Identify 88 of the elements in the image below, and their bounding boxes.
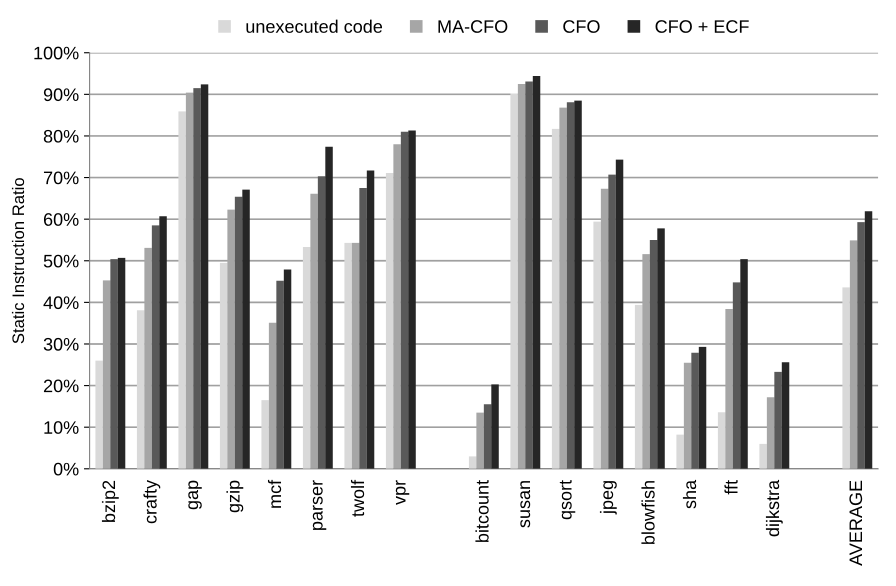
bar: [491, 384, 499, 469]
x-tick-label: susan: [520, 481, 530, 528]
y-tick-label: 10%: [44, 421, 79, 434]
y-tick-label: 60%: [44, 213, 79, 226]
bar: [616, 160, 624, 469]
bar: [366, 170, 374, 469]
y-tick-label: 0%: [54, 462, 79, 476]
bar: [408, 130, 416, 469]
bar: [574, 100, 582, 469]
y-tick-label: 80%: [44, 130, 79, 143]
bar: [552, 128, 560, 469]
x-tick-label: fft: [724, 480, 738, 494]
bar: [657, 228, 665, 469]
bar: [593, 222, 601, 469]
bar: [152, 225, 160, 469]
x-tick-label: twolf: [350, 480, 364, 517]
y-tick-label: 50%: [44, 254, 79, 268]
x-tick-label: crafty: [143, 480, 160, 524]
legend-label: CFO: [563, 20, 600, 33]
bar: [284, 270, 292, 469]
bar: [484, 404, 492, 469]
bar: [400, 132, 408, 469]
bar: [468, 456, 476, 469]
legend-label: unexecuted code: [246, 20, 382, 33]
bar: [242, 190, 250, 469]
bar: [344, 242, 352, 469]
y-tick-label: 40%: [43, 296, 79, 310]
bar: [220, 262, 228, 469]
bar: [302, 247, 310, 469]
x-tick-label: vpr: [396, 480, 410, 505]
bar: [510, 94, 518, 469]
bar: [566, 102, 574, 469]
bar: [782, 362, 790, 469]
bar: [393, 144, 401, 469]
bar: [608, 174, 616, 469]
bar: [676, 434, 684, 469]
bar: [718, 412, 726, 469]
bar: [774, 372, 782, 469]
y-tick-label: 20%: [44, 380, 79, 392]
bar: [110, 259, 118, 469]
bar: [234, 196, 242, 469]
bar: [178, 111, 186, 469]
bar: [842, 287, 850, 469]
x-tick-label: jpeg: [600, 481, 617, 514]
bar: [759, 444, 767, 469]
x-tick-label: qsort: [560, 480, 576, 520]
y-tick-label: 30%: [44, 338, 79, 351]
x-tick-label: gzip: [226, 480, 244, 512]
x-tick-label: bitcount: [475, 480, 489, 542]
x-tick-label: blowfish: [641, 481, 655, 544]
bar: [634, 304, 642, 469]
bar: [193, 88, 201, 469]
legend-label: MA-CFO: [438, 20, 508, 33]
bar: [359, 188, 367, 469]
bar: [159, 216, 167, 469]
legend-label: CFO + ECF: [656, 20, 749, 33]
x-tick-label: AVERAGE: [849, 480, 862, 566]
bar: [532, 76, 540, 469]
bar: [318, 176, 326, 469]
bar: [740, 259, 748, 469]
bar: [732, 282, 740, 469]
x-tick-label: gap: [188, 480, 202, 510]
bar: [200, 84, 208, 469]
bar: [698, 346, 706, 469]
bar: [261, 400, 269, 469]
bar: [857, 222, 865, 469]
bar: [95, 360, 103, 469]
bar: [525, 81, 533, 469]
bar: [559, 108, 567, 469]
bar: [325, 146, 333, 469]
bar: [518, 84, 526, 469]
y-axis-title: Static Instruction Ratio: [12, 178, 24, 344]
x-tick-label: dijkstra: [766, 480, 783, 536]
x-tick-label: bzip2: [102, 480, 119, 522]
x-tick-label: sha: [682, 480, 696, 509]
bar: [352, 242, 360, 469]
x-tick-label: mcf: [268, 480, 282, 508]
bar: [864, 211, 872, 469]
bar: [136, 310, 144, 469]
y-tick-label: 100%: [34, 46, 79, 60]
bar: [276, 280, 284, 469]
bar: [386, 172, 394, 469]
y-tick-label: 90%: [44, 88, 79, 102]
bar: [118, 258, 126, 469]
bar: [691, 352, 699, 469]
bar: [650, 240, 658, 469]
y-tick-label: 70%: [44, 171, 79, 184]
x-tick-label: parser: [312, 480, 326, 530]
